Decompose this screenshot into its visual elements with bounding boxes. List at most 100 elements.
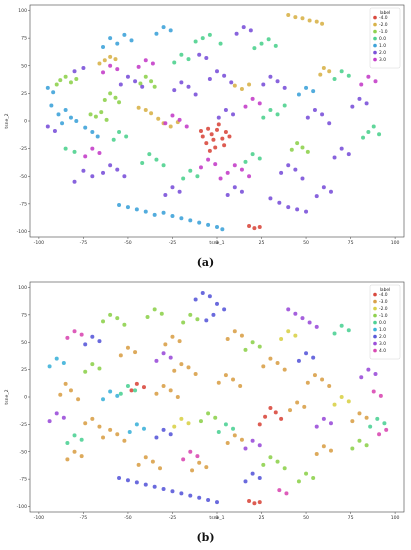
chart-b-x-tick-label: 50 bbox=[303, 515, 309, 521]
chart-a-data-point bbox=[154, 157, 159, 162]
chart-b-data-point bbox=[163, 342, 168, 347]
chart-b-data-point bbox=[136, 462, 141, 467]
chart-b-data-point bbox=[304, 471, 309, 476]
chart-a-data-point bbox=[111, 137, 116, 142]
chart-b-series bbox=[83, 307, 369, 484]
chart-b-data-point bbox=[152, 307, 157, 312]
chart-b-data-point bbox=[359, 375, 364, 380]
chart-a-data-point bbox=[209, 132, 214, 137]
chart-b-data-point bbox=[68, 388, 73, 393]
chart-a-data-point bbox=[300, 16, 305, 21]
chart-b-data-point bbox=[377, 432, 382, 437]
chart-b-data-point bbox=[371, 389, 376, 394]
chart-b-data-point bbox=[268, 455, 273, 460]
chart-b-legend-label: -3.0 bbox=[379, 299, 388, 305]
chart-a-data-point bbox=[108, 91, 113, 96]
chart-b-data-point bbox=[216, 380, 221, 385]
chart-a-data-point bbox=[72, 179, 77, 184]
chart-a-data-point bbox=[181, 176, 186, 181]
chart-a-data-point bbox=[115, 41, 120, 46]
chart-a-data-point bbox=[215, 225, 219, 230]
chart-b-data-point bbox=[63, 381, 68, 386]
chart-a-data-point bbox=[172, 88, 177, 93]
chart-a-data-point bbox=[177, 189, 182, 194]
chart-a-data-point bbox=[122, 32, 127, 37]
chart-a-data-point bbox=[318, 72, 323, 77]
chart-b-data-point bbox=[134, 422, 139, 427]
chart-b-data-point bbox=[127, 430, 132, 435]
chart-b-legend-label: -1.0 bbox=[379, 313, 388, 319]
chart-a-data-point bbox=[350, 104, 355, 109]
chart-b-data-point bbox=[232, 329, 237, 334]
chart-b-series bbox=[65, 329, 389, 496]
chart-a-data-point bbox=[207, 32, 212, 37]
chart-b-data-point bbox=[115, 316, 120, 321]
chart-b-data-point bbox=[90, 416, 95, 421]
chart-b-data-point bbox=[108, 427, 113, 432]
chart-a-data-point bbox=[122, 174, 127, 179]
chart-a-data-point bbox=[56, 112, 61, 117]
chart-b-data-point bbox=[61, 361, 66, 366]
chart-a-data-point bbox=[332, 77, 337, 82]
chart-b-data-point bbox=[364, 415, 369, 420]
chart-a-data-point bbox=[179, 216, 184, 221]
chart-a-data-point bbox=[143, 58, 148, 63]
chart-a-data-point bbox=[204, 141, 209, 146]
chart-b-data-point bbox=[284, 491, 289, 496]
chart-a-data-point bbox=[305, 149, 310, 154]
chart-a-data-point bbox=[346, 152, 351, 157]
chart-b-data-point bbox=[382, 421, 387, 426]
chart-a-data-point bbox=[54, 82, 59, 87]
chart-b-data-point bbox=[76, 397, 81, 402]
chart-a-data-point bbox=[104, 117, 109, 122]
chart-a-data-point bbox=[339, 69, 344, 74]
chart-b-data-point bbox=[275, 459, 280, 464]
chart-b-data-point bbox=[339, 395, 344, 399]
chart-b-data-point bbox=[97, 366, 102, 371]
chart-a-y-axis-label: tsne_2 bbox=[4, 113, 10, 128]
chart-b-data-point bbox=[190, 468, 195, 473]
chart-a-data-point bbox=[152, 212, 157, 217]
chart-a-legend-label: 2.0 bbox=[379, 50, 386, 56]
chart-a-data-point bbox=[261, 82, 266, 87]
chart-a-data-point bbox=[277, 200, 282, 205]
chart-b-x-tick-label: -50 bbox=[124, 515, 132, 521]
chart-a-data-point bbox=[252, 226, 257, 231]
chart-a-data-point bbox=[257, 156, 262, 161]
chart-b-data-point bbox=[175, 395, 180, 399]
chart-a-data-point bbox=[74, 77, 79, 82]
chart-a-data-point bbox=[275, 79, 280, 84]
chart-a-data-point bbox=[314, 19, 319, 24]
chart-a-y-tick-label: 50 bbox=[21, 63, 27, 69]
chart-a-y-tick-label: -25 bbox=[19, 146, 27, 152]
chart-b-legend-marker bbox=[373, 313, 377, 318]
chart-b-legend-label: 0.0 bbox=[379, 320, 386, 326]
chart-b-data-point bbox=[307, 320, 312, 325]
chart-a-data-point bbox=[232, 163, 237, 168]
chart-b-data-point bbox=[188, 493, 193, 498]
chart-a-x-tick-label: -100 bbox=[34, 240, 45, 246]
chart-a-data-point bbox=[371, 124, 376, 129]
chart-a-data-point bbox=[268, 107, 273, 112]
chart-b-data-point bbox=[268, 405, 273, 410]
chart-b-data-point bbox=[250, 471, 255, 476]
chart-b-data-point bbox=[346, 399, 351, 404]
chart-a-legend-marker bbox=[373, 57, 377, 62]
chart-a-data-point bbox=[200, 134, 205, 139]
chart-b-data-point bbox=[231, 377, 236, 382]
chart-b-data-point bbox=[97, 339, 102, 344]
chart-a-data-point bbox=[239, 167, 244, 172]
chart-b-data-point bbox=[47, 419, 52, 424]
chart-b-data-point bbox=[364, 443, 369, 448]
chart-a-x-tick-label: 0 bbox=[216, 240, 219, 246]
chart-b-data-point bbox=[170, 489, 175, 494]
chart-a-data-point bbox=[108, 163, 113, 168]
chart-b-data-point bbox=[168, 355, 173, 360]
chart-a-data-point bbox=[304, 85, 309, 90]
chart-a-data-point bbox=[102, 58, 107, 63]
chart-b-data-point bbox=[314, 424, 319, 429]
chart-b-series bbox=[65, 323, 387, 445]
chart-b-data-point bbox=[54, 356, 59, 361]
chart-b-data-point bbox=[311, 355, 316, 360]
chart-b-data-point bbox=[327, 384, 332, 389]
